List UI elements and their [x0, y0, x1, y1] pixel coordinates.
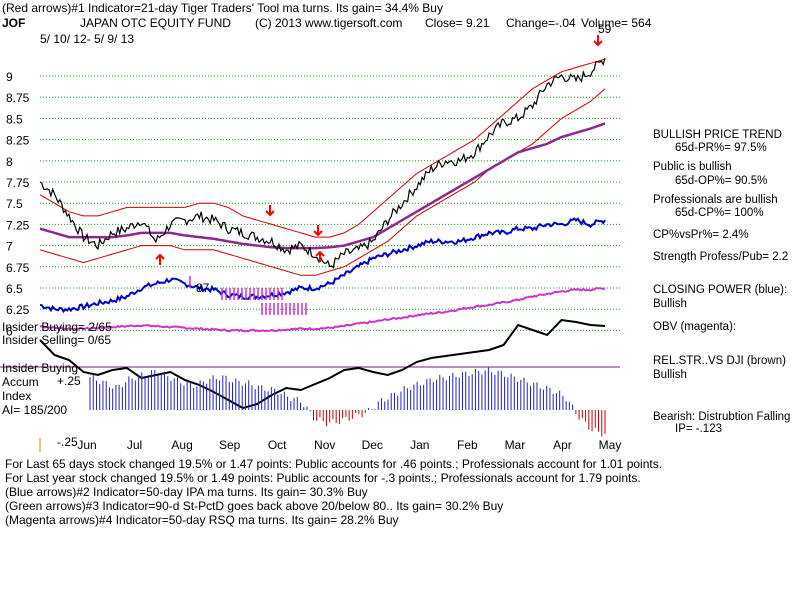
x-tick-label: Jun — [77, 438, 96, 452]
bullish-price-trend: BULLISH PRICE TREND — [653, 129, 782, 141]
sell-arrow-head — [265, 210, 275, 217]
cp-vs-pr: CP%vsPr%= 2.4% — [653, 229, 749, 241]
y-tick-label: 6.5 — [6, 282, 23, 296]
price-line — [39, 58, 606, 269]
y-tick-label: 6.75 — [6, 261, 30, 275]
obv-line — [39, 287, 606, 333]
accum-plus-label: +.25 — [57, 374, 81, 388]
x-tick-label: Mar — [505, 438, 526, 452]
close-value: Close= 9.21 — [425, 16, 490, 30]
date-range: 5/ 10/ 12- 5/ 9/ 13 — [40, 32, 135, 46]
buy-arrow-head — [315, 250, 325, 257]
current-price-label: 59 — [598, 22, 612, 36]
footer-line-4: (Green arrows)#3 Indicator=90-d St-PctD … — [5, 499, 504, 513]
footer-line-3: (Blue arrows)#2 Indicator=50-day IPA ma … — [5, 485, 368, 499]
y-tick-label: 7.5 — [6, 197, 23, 211]
closing-power-status: Bullish — [653, 298, 687, 310]
relstr-status: Bullish — [653, 369, 687, 381]
op-pct: 65d-OP%= 90.5% — [675, 175, 768, 187]
ip-value: IP= -.123 — [675, 423, 722, 435]
relstr-label: REL.STR..VS DJI (brown) — [653, 355, 786, 367]
sell-arrow-head — [593, 40, 603, 47]
footer-line-5: (Magenta arrows)#4 Indicator=50-day RSQ … — [5, 513, 399, 527]
y-tick-label: 8.5 — [6, 112, 23, 126]
x-tick-label: Apr — [553, 438, 572, 452]
x-tick-label: Aug — [171, 438, 192, 452]
accum-label: Accum — [2, 375, 39, 389]
upper-band-line — [39, 58, 606, 238]
x-tick-label: May — [599, 438, 622, 452]
x-tick-label: Dec — [362, 438, 383, 452]
obv-label: OBV (magenta): — [653, 321, 737, 333]
professionals-bullish: Professionals are bullish — [653, 194, 778, 206]
y-tick-label: 6 — [6, 324, 13, 338]
x-tick-label: Jan — [410, 438, 429, 452]
symbol: JOF — [2, 16, 26, 30]
moving-average-line — [39, 122, 606, 250]
strength-ratio: Strength Profess/Pub= 2.2 — [653, 251, 789, 263]
y-tick-label: 7.25 — [6, 218, 30, 232]
y-tick-label: 7 — [6, 240, 13, 254]
change-value: Change=-.04 — [506, 16, 576, 30]
insider-buying-ratio: Insider Buying= 2/65 — [2, 320, 112, 334]
insider-selling-ratio: Insider Selling= 0/65 — [2, 333, 112, 347]
pr-pct: 65d-PR%= 97.5% — [675, 142, 767, 154]
x-tick-label: Sep — [219, 438, 241, 452]
y-tick-label: 8.75 — [6, 91, 30, 105]
closing-power-line — [39, 217, 606, 314]
closing-power-label: CLOSING POWER (blue): — [653, 284, 788, 296]
footer-line-2: For Last year stock changed 19.5% or 1.4… — [5, 471, 641, 485]
insider-buying-label: Insider Buying — [2, 361, 79, 375]
x-tick-label: Nov — [314, 438, 335, 452]
buy-arrow-head — [155, 253, 165, 260]
indicator-line-1: (Red arrows)#1 Indicator=21-day Tiger Tr… — [2, 1, 443, 15]
y-tick-label: 6.25 — [6, 303, 30, 317]
index-label: Index — [2, 389, 32, 403]
y-tick-label: 8.25 — [6, 134, 30, 148]
y-tick-label: 8 — [6, 155, 13, 169]
y-tick-label: 9 — [6, 70, 13, 84]
x-tick-label: Feb — [457, 438, 478, 452]
ai-value: AI= 185/200 — [2, 403, 68, 417]
bearish-label: Bearish: Distrubtion Falling — [653, 411, 791, 423]
x-tick-label: Jul — [127, 438, 142, 452]
fund-name: JAPAN OTC EQUITY FUND — [80, 16, 231, 30]
y-tick-label: 7.75 — [6, 176, 30, 190]
annotation-87: 87 — [196, 281, 210, 295]
accum-minus-label: -.25 — [57, 435, 78, 449]
volume-value: Volume= 564 — [581, 16, 652, 30]
x-tick-label: Oct — [268, 438, 287, 452]
public-bullish: Public is bullish — [653, 161, 732, 173]
copyright: (C) 2013 www.tigersoft.com — [255, 16, 403, 30]
footer-line-1: For Last 65 days stock changed 19.5% or … — [5, 457, 663, 471]
sell-arrow-head — [313, 230, 323, 237]
relstr-line — [39, 318, 606, 410]
cp-pct: 65d-CP%= 100% — [675, 207, 764, 219]
